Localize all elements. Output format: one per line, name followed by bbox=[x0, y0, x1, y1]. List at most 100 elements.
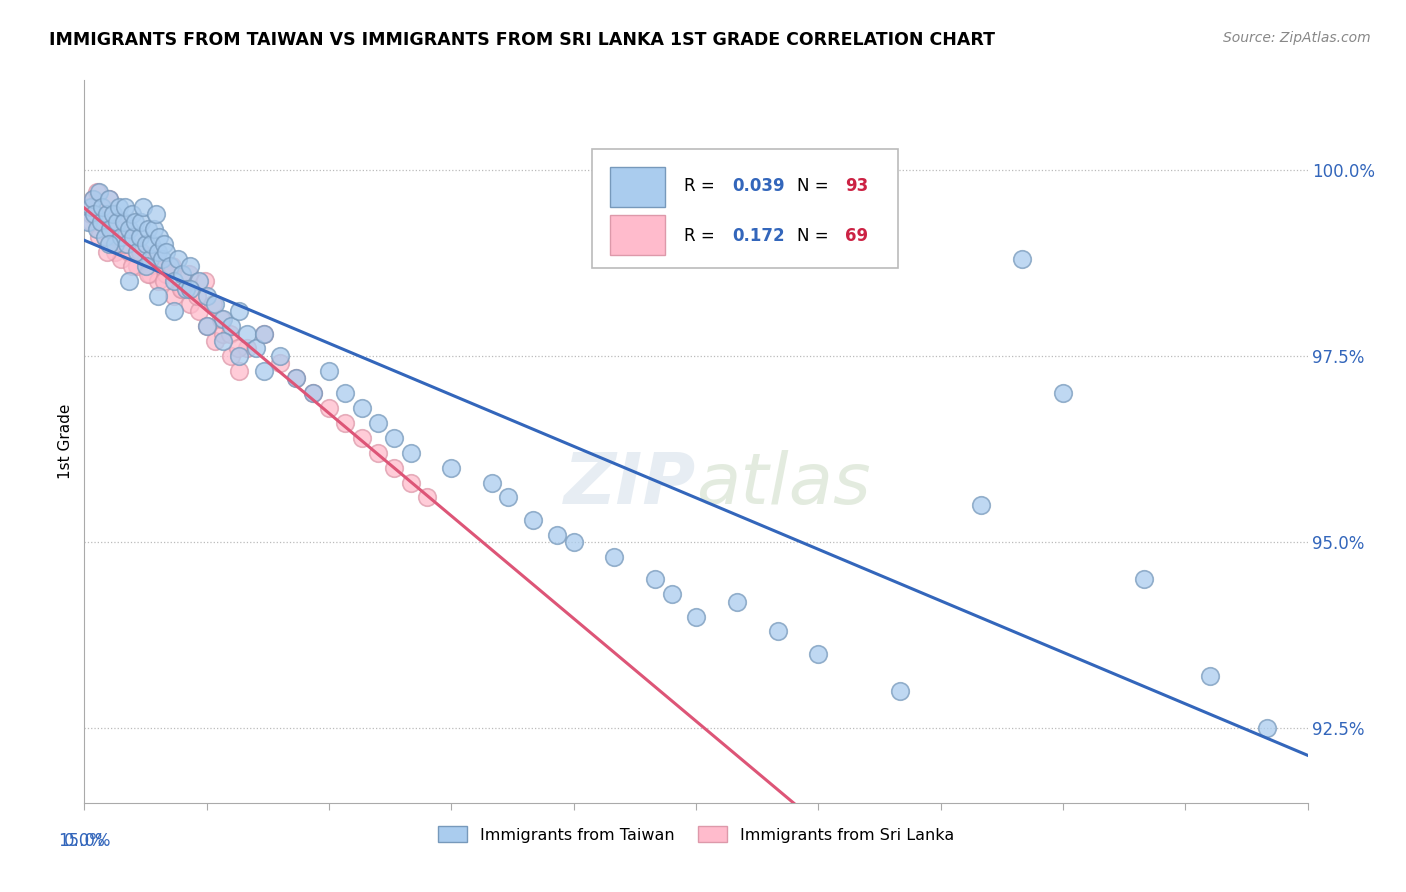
Point bbox=[124, 215, 146, 229]
Point bbox=[195, 289, 218, 303]
Point bbox=[301, 386, 323, 401]
Point bbox=[155, 267, 177, 281]
Point bbox=[82, 193, 104, 207]
Point bbox=[163, 304, 186, 318]
Point bbox=[498, 491, 520, 505]
Point bbox=[172, 282, 194, 296]
Point bbox=[174, 282, 197, 296]
Point bbox=[603, 549, 626, 564]
Point bbox=[212, 326, 235, 341]
Point bbox=[219, 319, 242, 334]
Point bbox=[163, 289, 186, 303]
Point bbox=[219, 349, 242, 363]
Point bbox=[644, 572, 666, 586]
Point bbox=[228, 304, 250, 318]
Point bbox=[131, 244, 153, 259]
Point bbox=[204, 297, 226, 311]
Point bbox=[269, 356, 291, 370]
FancyBboxPatch shape bbox=[592, 149, 898, 268]
Legend: Immigrants from Taiwan, Immigrants from Sri Lanka: Immigrants from Taiwan, Immigrants from … bbox=[432, 820, 960, 849]
Text: N =: N = bbox=[797, 178, 834, 195]
Point bbox=[179, 282, 201, 296]
Point bbox=[562, 535, 585, 549]
Point bbox=[807, 647, 830, 661]
FancyBboxPatch shape bbox=[610, 167, 665, 207]
Point bbox=[146, 244, 169, 259]
Point bbox=[301, 386, 323, 401]
Point bbox=[112, 215, 135, 229]
Point bbox=[93, 229, 115, 244]
Point bbox=[87, 185, 110, 199]
Point bbox=[194, 274, 217, 288]
Text: 0.039: 0.039 bbox=[733, 178, 786, 195]
Point bbox=[318, 401, 340, 415]
Point bbox=[114, 200, 136, 214]
Point bbox=[162, 260, 184, 274]
Point bbox=[87, 229, 110, 244]
Point bbox=[382, 431, 405, 445]
Point bbox=[399, 446, 422, 460]
Point bbox=[145, 207, 167, 221]
Point bbox=[187, 274, 209, 288]
Point bbox=[96, 207, 118, 221]
Point bbox=[114, 222, 136, 236]
Point bbox=[112, 237, 135, 252]
Point bbox=[236, 342, 259, 356]
Point bbox=[177, 267, 200, 281]
Point bbox=[195, 319, 218, 334]
Point bbox=[335, 386, 357, 401]
Point bbox=[236, 326, 259, 341]
Point bbox=[104, 244, 127, 259]
Point bbox=[127, 244, 149, 259]
Point bbox=[253, 364, 276, 378]
Point bbox=[253, 326, 276, 341]
Text: 93: 93 bbox=[845, 178, 869, 195]
Point bbox=[350, 431, 373, 445]
Text: IMMIGRANTS FROM TAIWAN VS IMMIGRANTS FROM SRI LANKA 1ST GRADE CORRELATION CHART: IMMIGRANTS FROM TAIWAN VS IMMIGRANTS FRO… bbox=[49, 31, 995, 49]
Point bbox=[97, 237, 120, 252]
Point bbox=[150, 252, 173, 266]
Point bbox=[179, 297, 201, 311]
Point bbox=[80, 200, 103, 214]
Point bbox=[350, 401, 373, 415]
Point bbox=[218, 326, 240, 341]
Text: N =: N = bbox=[797, 227, 834, 244]
Point bbox=[132, 200, 155, 214]
Point bbox=[212, 311, 235, 326]
Point bbox=[163, 274, 186, 288]
Point bbox=[285, 371, 308, 385]
Point bbox=[118, 222, 141, 236]
Point bbox=[150, 260, 173, 274]
Point bbox=[1198, 669, 1220, 683]
Point bbox=[1052, 386, 1074, 401]
Point bbox=[146, 289, 169, 303]
Point bbox=[685, 609, 707, 624]
Point bbox=[91, 200, 114, 214]
Point bbox=[889, 684, 911, 698]
Point bbox=[142, 252, 165, 266]
Point bbox=[97, 193, 120, 207]
Point bbox=[87, 222, 110, 236]
Point bbox=[118, 244, 141, 259]
Point bbox=[83, 207, 105, 221]
Point bbox=[970, 498, 993, 512]
Text: atlas: atlas bbox=[696, 450, 870, 519]
Point bbox=[100, 222, 122, 236]
Text: R =: R = bbox=[683, 178, 720, 195]
Text: 69: 69 bbox=[845, 227, 869, 244]
Point bbox=[766, 624, 789, 639]
Point bbox=[1256, 721, 1278, 735]
Point bbox=[138, 267, 160, 281]
Point bbox=[128, 244, 150, 259]
Point bbox=[725, 595, 748, 609]
Y-axis label: 1st Grade: 1st Grade bbox=[58, 404, 73, 479]
Point bbox=[318, 364, 340, 378]
Point bbox=[122, 229, 145, 244]
Point bbox=[440, 460, 463, 475]
Point bbox=[122, 229, 145, 244]
Point bbox=[77, 200, 100, 214]
Point bbox=[131, 215, 153, 229]
Point bbox=[97, 193, 120, 207]
Point bbox=[269, 349, 291, 363]
Point bbox=[90, 215, 112, 229]
